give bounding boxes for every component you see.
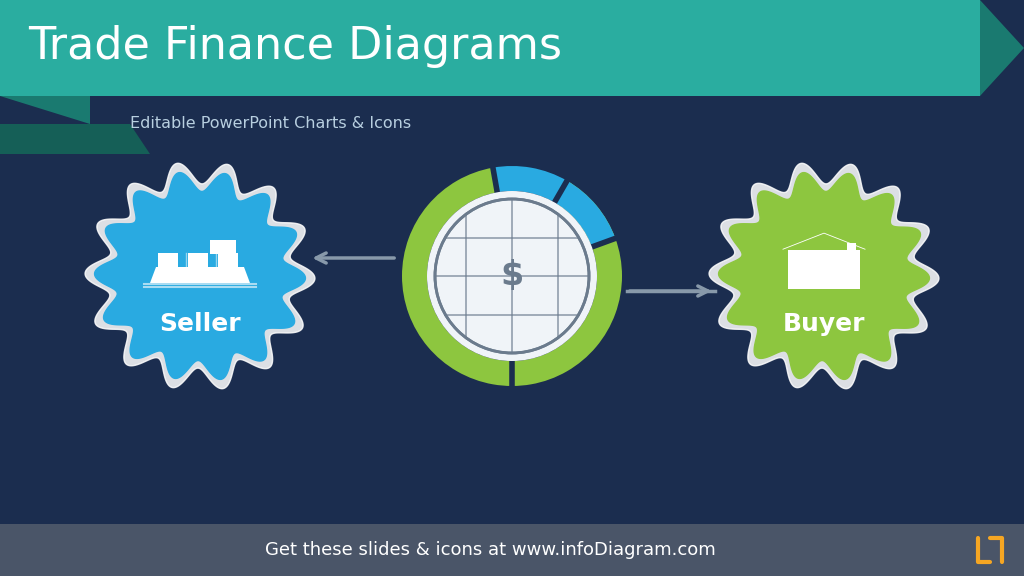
Bar	[848, 242, 856, 251]
Text: Get these slides & icons at www.infoDiagram.com: Get these slides & icons at www.infoDiag…	[264, 541, 716, 559]
Polygon shape	[150, 267, 250, 283]
Wedge shape	[402, 168, 622, 386]
Text: Editable PowerPoint Charts & Icons: Editable PowerPoint Charts & Icons	[130, 116, 411, 131]
Polygon shape	[94, 173, 305, 380]
Bar	[788, 250, 860, 289]
Bar	[210, 240, 236, 254]
Polygon shape	[719, 173, 930, 380]
Polygon shape	[0, 124, 150, 154]
Bar	[807, 252, 820, 275]
Circle shape	[435, 199, 589, 353]
Polygon shape	[0, 96, 90, 124]
Circle shape	[427, 191, 597, 361]
Text: Buyer: Buyer	[782, 312, 865, 336]
Wedge shape	[493, 166, 567, 202]
Bar	[0, 524, 1024, 576]
Wedge shape	[555, 181, 615, 247]
Polygon shape	[0, 0, 980, 96]
Bar	[188, 253, 208, 267]
Polygon shape	[709, 164, 939, 389]
Bar	[158, 253, 178, 267]
Polygon shape	[85, 164, 315, 389]
Bar	[826, 252, 841, 275]
Text: Seller: Seller	[159, 312, 241, 336]
Text: Trade Finance Diagrams: Trade Finance Diagrams	[28, 25, 562, 67]
Bar	[218, 253, 238, 267]
Text: $: $	[501, 260, 523, 293]
Polygon shape	[980, 0, 1024, 96]
Polygon shape	[782, 233, 865, 250]
